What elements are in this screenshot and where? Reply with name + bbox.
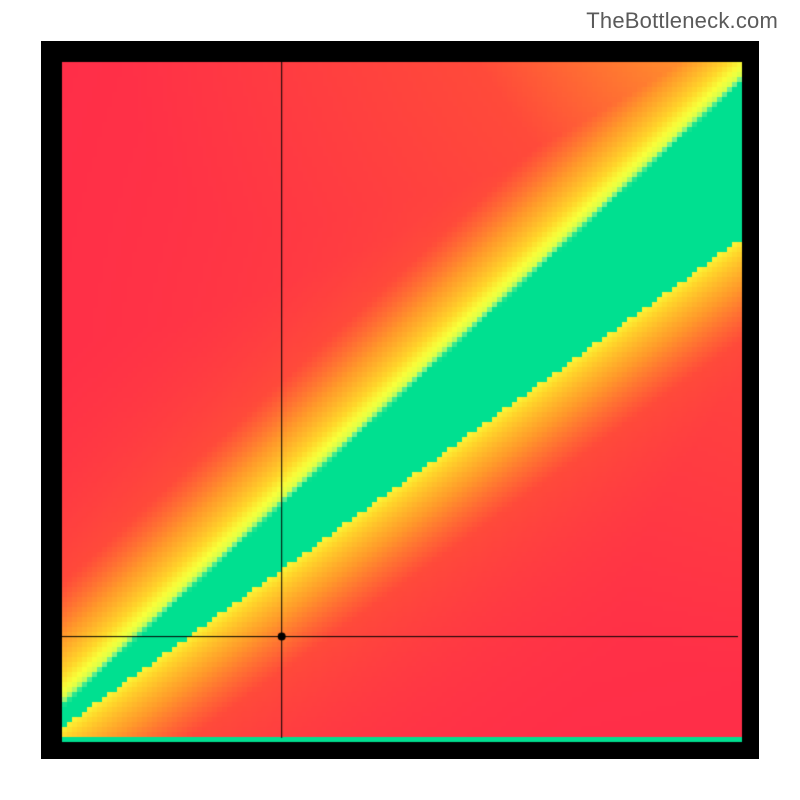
chart-container: TheBottleneck.com [0,0,800,800]
watermark-text: TheBottleneck.com [586,8,778,34]
heatmap-canvas [41,41,759,759]
plot-outer-frame [41,41,759,759]
